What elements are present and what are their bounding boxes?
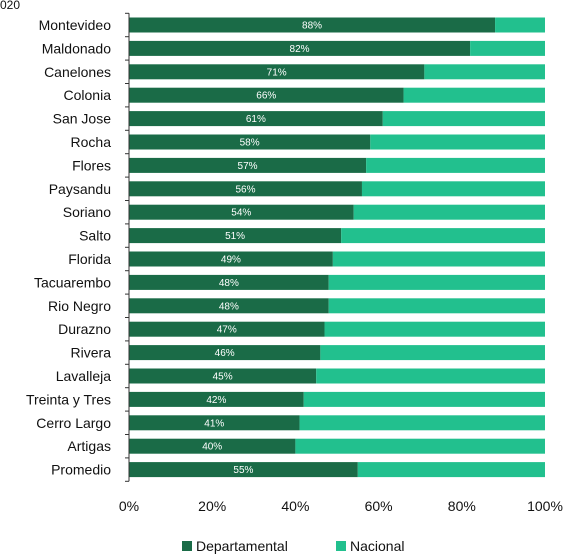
- x-axis-ticks: 0% 20% 40% 60% 80% 100%: [119, 498, 563, 514]
- bar-departamental-1: [129, 40, 471, 56]
- category-label-3: Colonia: [64, 87, 112, 103]
- bar-departamental-13: [129, 321, 325, 337]
- bar-data-label-7: 56%: [235, 184, 255, 195]
- legend-label-nacional: Nacional: [350, 538, 404, 554]
- bar-data-label-17: 41%: [204, 418, 224, 429]
- bar-nacional-17: [299, 415, 545, 431]
- category-label-12: Rio Negro: [48, 298, 111, 314]
- legend: Departamental Nacional: [182, 538, 404, 554]
- bar-data-label-5: 58%: [240, 138, 260, 149]
- bar-departamental-0: [129, 17, 496, 33]
- legend-label-departamental: Departamental: [196, 538, 288, 554]
- bar-data-label-0: 88%: [302, 21, 322, 32]
- legend-swatch-nacional: [336, 541, 346, 551]
- bar-departamental-9: [129, 228, 342, 244]
- bar-data-label-8: 54%: [231, 208, 251, 219]
- bar-data-label-9: 51%: [225, 231, 245, 242]
- bar-nacional-2: [424, 64, 545, 80]
- bar-departamental-10: [129, 251, 333, 267]
- category-label-5: Rocha: [71, 134, 112, 150]
- bar-data-label-2: 71%: [267, 67, 287, 78]
- bar-data-label-4: 61%: [246, 114, 266, 125]
- category-label-17: Cerro Largo: [36, 415, 111, 431]
- bar-data-label-19: 55%: [233, 465, 253, 476]
- category-label-19: Promedio: [51, 462, 111, 478]
- category-label-6: Flores: [72, 157, 111, 173]
- category-labels: Montevideo Maldonado Canelones Colonia San J…: [26, 17, 111, 478]
- bar-departamental-2: [129, 64, 425, 80]
- bar-data-label-13: 47%: [217, 325, 237, 336]
- bar-nacional-9: [341, 228, 545, 244]
- category-label-14: Rivera: [71, 345, 112, 361]
- bar-data-label-12: 48%: [219, 301, 239, 312]
- bar-data-label-6: 57%: [238, 161, 258, 172]
- x-tick-label-5: 100%: [527, 498, 563, 514]
- bar-nacional-4: [382, 111, 545, 127]
- bar-data-label-3: 66%: [256, 91, 276, 102]
- bar-data-label-15: 45%: [213, 372, 233, 383]
- bar-nacional-3: [403, 87, 545, 103]
- category-label-11: Tacuarembo: [34, 274, 111, 290]
- bar-nacional-7: [361, 181, 545, 197]
- bar-departamental-5: [129, 134, 371, 150]
- x-tick-label-4: 80%: [448, 498, 476, 514]
- bar-departamental-7: [129, 181, 362, 197]
- bar-nacional-10: [332, 251, 545, 267]
- bar-data-label-1: 82%: [290, 44, 310, 55]
- bar-nacional-14: [320, 345, 545, 361]
- bar-departamental-17: [129, 415, 300, 431]
- bar-departamental-14: [129, 345, 321, 361]
- bar-nacional-18: [295, 438, 545, 454]
- bar-nacional-1: [470, 40, 545, 56]
- bar-departamental-3: [129, 87, 404, 103]
- category-label-8: Soriano: [63, 204, 111, 220]
- category-label-16: Treinta y Tres: [26, 391, 111, 407]
- x-tick-label-2: 40%: [281, 498, 309, 514]
- category-label-4: San Jose: [53, 111, 112, 127]
- bar-nacional-12: [328, 298, 545, 314]
- bar-data-label-18: 40%: [202, 442, 222, 453]
- bar-departamental-4: [129, 111, 383, 127]
- bar-departamental-16: [129, 391, 304, 407]
- category-label-10: Florida: [68, 251, 111, 267]
- bar-departamental-6: [129, 157, 367, 173]
- title-fragment: 020: [0, 0, 20, 12]
- bar-data-label-11: 48%: [219, 278, 239, 289]
- bar-departamental-15: [129, 368, 317, 384]
- category-label-2: Canelones: [44, 64, 111, 80]
- x-tick-label-3: 60%: [365, 498, 393, 514]
- bar-departamental-12: [129, 298, 329, 314]
- bar-nacional-13: [324, 321, 545, 337]
- bar-nacional-15: [316, 368, 545, 384]
- bar-departamental-8: [129, 204, 354, 220]
- bar-nacional-5: [370, 134, 545, 150]
- bar-departamental-11: [129, 274, 329, 290]
- bar-nacional-19: [357, 462, 545, 478]
- x-tick-label-0: 0%: [119, 498, 139, 514]
- bar-departamental-18: [129, 438, 296, 454]
- category-label-15: Lavalleja: [56, 368, 111, 384]
- category-label-1: Maldonado: [42, 40, 111, 56]
- bar-nacional-6: [366, 157, 545, 173]
- category-label-0: Montevideo: [39, 17, 112, 33]
- bar-nacional-16: [303, 391, 545, 407]
- bars-group: 88% 82% 71% 66% 61% 58% 57% 56% 54% 51% 49% 48% 48% 4…: [125, 12, 545, 482]
- bar-nacional-11: [328, 274, 545, 290]
- bar-data-label-16: 42%: [206, 395, 226, 406]
- bar-nacional-8: [353, 204, 545, 220]
- x-tick-label-1: 20%: [198, 498, 226, 514]
- category-label-7: Paysandu: [49, 181, 111, 197]
- bar-data-label-10: 49%: [221, 255, 241, 266]
- bar-nacional-0: [495, 17, 545, 33]
- category-label-9: Salto: [79, 228, 111, 244]
- bar-departamental-19: [129, 462, 358, 478]
- bar-data-label-14: 46%: [215, 348, 235, 359]
- legend-swatch-departamental: [182, 541, 192, 551]
- category-label-18: Artigas: [67, 438, 111, 454]
- category-label-13: Durazno: [58, 321, 111, 337]
